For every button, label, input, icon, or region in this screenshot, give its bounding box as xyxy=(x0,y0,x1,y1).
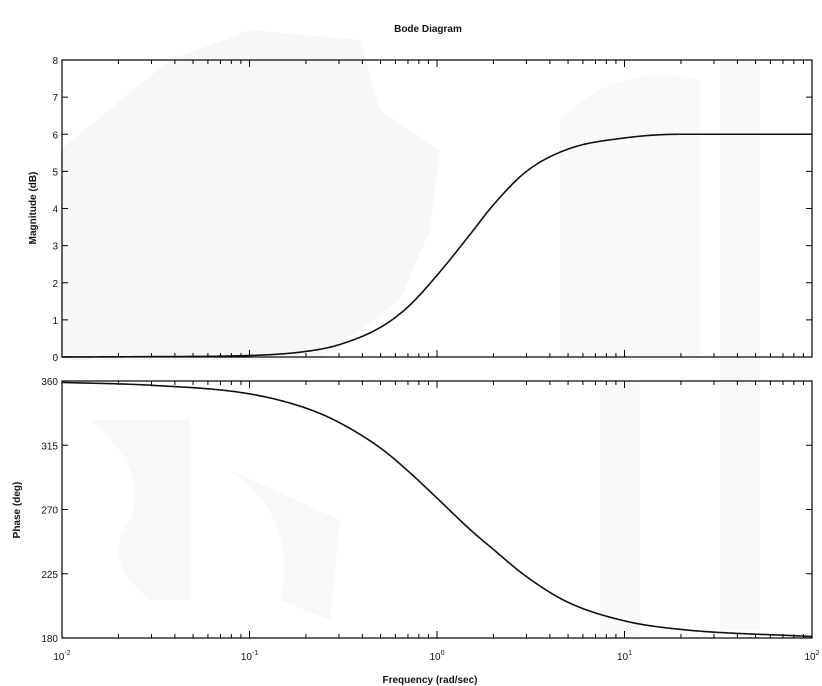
magnitude-y-tick-label: 7 xyxy=(52,93,58,104)
magnitude-y-tick-label: 4 xyxy=(52,205,58,216)
phase-y-tick-label: 315 xyxy=(41,441,58,452)
x-tick-label: 10-2 xyxy=(53,650,70,663)
magnitude-y-tick-label: 0 xyxy=(52,353,58,364)
magnitude-y-tick-label: 5 xyxy=(52,167,58,178)
tick-marks xyxy=(61,59,813,639)
background-watermark xyxy=(60,30,760,640)
magnitude-y-axis-label: Magnitude (dB) xyxy=(28,172,39,245)
x-tick-label: 10-1 xyxy=(241,650,258,663)
x-tick-label: 101 xyxy=(617,650,632,663)
magnitude-y-tick-label: 2 xyxy=(52,279,58,290)
phase-y-tick-label: 360 xyxy=(41,377,58,388)
phase-y-axis-label: Phase (deg) xyxy=(12,482,23,539)
x-axis-label: Frequency (rad/sec) xyxy=(382,675,477,686)
chart-title: Bode Diagram xyxy=(394,24,462,35)
phase-panel: Phase (deg) xyxy=(12,380,813,639)
phase-y-tick-label: 270 xyxy=(41,506,58,517)
magnitude-y-tick-label: 8 xyxy=(52,56,58,67)
magnitude-series-line xyxy=(61,133,812,358)
phase-y-tick-label: 180 xyxy=(41,634,58,645)
x-tick-label: 100 xyxy=(429,650,444,663)
phase-series-line xyxy=(61,381,813,638)
tick-labels: 0 1 2 3 4 5 6 7 8 180 225 270 315 360 10-2 10-1 100 101 10… xyxy=(41,56,819,663)
magnitude-y-tick-label: 3 xyxy=(52,242,58,253)
x-tick-label: 102 xyxy=(804,650,819,663)
magnitude-y-tick-label: 1 xyxy=(52,316,58,327)
magnitude-y-tick-label: 6 xyxy=(52,130,58,141)
phase-y-tick-label: 225 xyxy=(41,570,58,581)
